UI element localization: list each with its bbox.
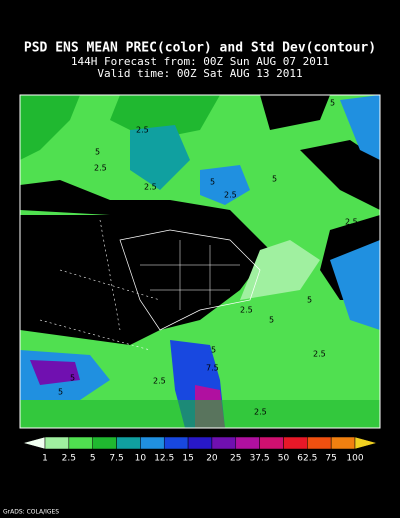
contour-label: 2.5: [313, 350, 326, 359]
contour-label: 5: [58, 388, 63, 397]
contour-label: 2.5: [254, 408, 267, 417]
colorbar-label: 12.5: [154, 454, 174, 464]
precip-area: [130, 125, 190, 190]
dry-area: [20, 215, 160, 345]
footer: GrADS: COLA/IGES: [3, 509, 59, 516]
forecast-line: 144H Forecast from: 00Z Sun AUG 07 2011: [71, 55, 329, 68]
dry-area: [260, 95, 330, 130]
colorbar-arrow: [354, 436, 378, 450]
map-frame: [19, 94, 381, 429]
valid-line: Valid time: 00Z Sat AUG 13 2011: [97, 67, 302, 80]
colorbar-label: 50: [278, 454, 290, 464]
contour-label: 2.5: [136, 126, 149, 135]
contour-label: 5: [70, 374, 75, 383]
contour-label: 2.5: [240, 306, 253, 315]
colorbar-box: [68, 436, 93, 450]
colorbar-box: [44, 436, 70, 450]
contour-label: 5: [272, 175, 277, 184]
precip-area: [20, 95, 80, 160]
colorbar-box: [211, 436, 237, 450]
colorbar-label: 1: [42, 454, 48, 464]
colorbar-label: 10: [135, 454, 147, 464]
precip-area: [330, 240, 380, 330]
precip-area: [240, 240, 320, 300]
colorbar-label: 37.5: [250, 454, 270, 464]
contour-label: 5: [95, 148, 100, 157]
title: PSD ENS MEAN PREC(color) and Std Dev(con…: [24, 41, 376, 56]
coastline: [119, 229, 261, 331]
colorbar: 1 2.5 5 7.5 10 12.5 15 20 25 37.5 50 62.5 75 100: [22, 436, 378, 464]
colorbar-box: [163, 436, 189, 450]
contour-label: 2.5: [144, 183, 157, 192]
colorbar-box: [330, 436, 356, 450]
colorbar-box: [235, 436, 260, 450]
contour-label: 2.5: [345, 218, 358, 227]
contour-label: 5: [330, 99, 335, 108]
precip-area: [340, 95, 380, 160]
colorbar-box: [140, 436, 165, 450]
contour-label: 2.5: [34, 198, 47, 207]
colorbar-label: 2.5: [62, 454, 76, 464]
contour-label: 5: [307, 296, 312, 305]
contour-label: 7.5: [206, 364, 219, 373]
colorbar-label: 5: [90, 454, 96, 464]
borders: [140, 240, 240, 310]
colorbar-box: [283, 436, 308, 450]
contour-label: 5: [211, 346, 216, 355]
dry-area: [20, 180, 270, 330]
colorbar-label: 7.5: [109, 454, 123, 464]
precip-area: [20, 400, 380, 428]
colorbar-label: 75: [325, 454, 336, 464]
colorbar-box: [307, 436, 332, 450]
map: 5 2.5 5 2.5 2.5 2.5 5 2.5 5 2.5 2.5 5 5 …: [19, 94, 381, 429]
graticule: [39, 219, 161, 351]
precip-area: [30, 360, 80, 385]
colorbar-label: 25: [230, 454, 241, 464]
precip-area: [110, 95, 220, 140]
colorbar-label: 62.5: [297, 454, 317, 464]
colorbar-box: [187, 436, 213, 450]
contour-label: 5: [269, 316, 274, 325]
contour-label: 2.5: [94, 164, 107, 173]
colorbar-box: [259, 436, 284, 450]
colorbar-label: 15: [182, 454, 193, 464]
contour-label: 5: [210, 178, 215, 187]
colorbar-box: [116, 436, 141, 450]
contour-label: 2.5: [153, 377, 166, 386]
precip-area: [200, 165, 250, 205]
colorbar-label: 20: [206, 454, 218, 464]
colorbar-label: 100: [346, 454, 363, 464]
colorbar-box: [92, 436, 117, 450]
contour-label: 2.5: [224, 191, 237, 200]
dry-area: [300, 140, 380, 210]
